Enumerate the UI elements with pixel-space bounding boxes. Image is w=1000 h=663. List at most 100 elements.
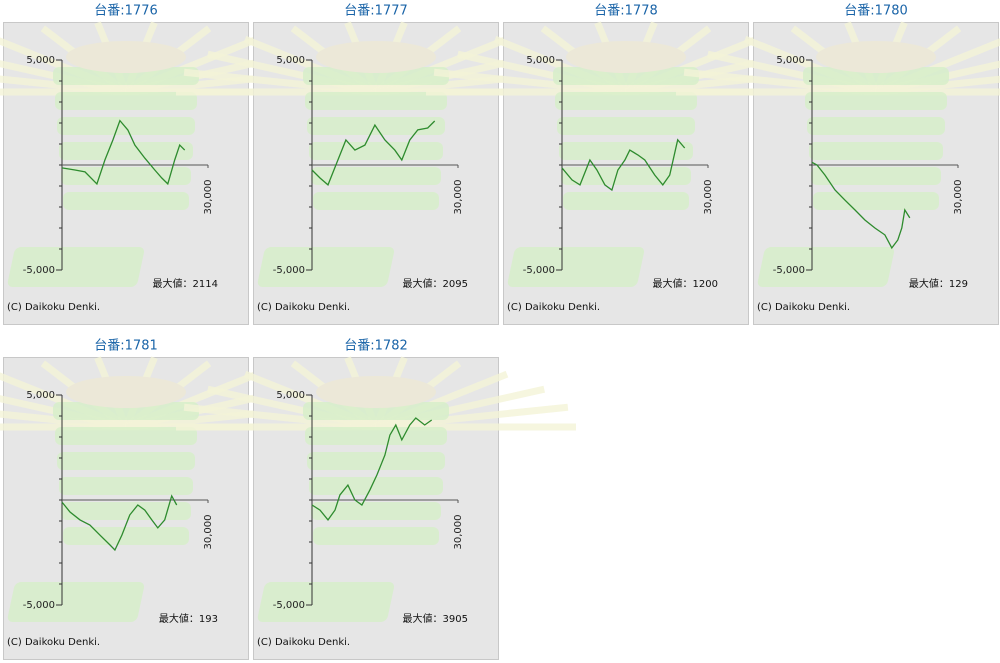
chart-panel: 台番:1780 5,000 -5,000 30,000 最大値：129 (C) Daiko…	[676, 4, 1000, 325]
decor-tier	[303, 402, 449, 420]
y-tick-label: -5,000	[273, 600, 305, 611]
decor-tray	[507, 247, 645, 287]
decor-tier	[805, 92, 947, 110]
x-tick-label: 30,000	[203, 515, 214, 550]
decor-ray	[706, 50, 877, 96]
chart-title: 台番:1782	[344, 339, 407, 354]
x-tick-label: 30,000	[203, 180, 214, 215]
credit: (C) Daikoku Denki.	[757, 302, 850, 313]
data-line	[311, 120, 436, 186]
y-tick-label: 5,000	[276, 390, 305, 401]
x-tick-label: 30,000	[453, 515, 464, 550]
y-tick-label: -5,000	[23, 265, 55, 276]
decor-crown	[66, 41, 186, 73]
decor-tier	[313, 527, 439, 545]
chart-panel: 台番:1782 5,000 -5,000 30,000 最大値：3905 (C) Daik…	[176, 339, 576, 660]
x-tick-label: 30,000	[703, 180, 714, 215]
decor-tier	[61, 502, 191, 520]
decor-crown	[66, 376, 186, 408]
y-tick-label: 5,000	[26, 390, 55, 401]
decor-crown	[816, 41, 936, 73]
decor-crown	[566, 41, 686, 73]
y-tick-label: 5,000	[526, 55, 555, 66]
decor-tier	[809, 142, 943, 160]
decor-tier	[555, 92, 697, 110]
y-tick-label: 5,000	[776, 55, 805, 66]
decor-ray	[206, 50, 377, 96]
decor-crown	[316, 376, 436, 408]
y-tick-label: -5,000	[273, 265, 305, 276]
decor-tray	[7, 247, 145, 287]
decor-ray	[456, 50, 627, 96]
decor-tier	[813, 192, 939, 210]
decor-tier	[563, 192, 689, 210]
max-label: 最大値：1200	[653, 277, 718, 290]
decor-ray	[683, 68, 877, 96]
decor-ray	[183, 403, 377, 431]
decor-tier	[57, 452, 195, 470]
decor-tier	[309, 477, 443, 495]
chart-title: 台番:1781	[94, 339, 157, 354]
credit: (C) Daikoku Denki.	[507, 302, 600, 313]
max-label: 最大値：193	[159, 612, 218, 625]
decor-crown	[316, 41, 436, 73]
y-tick-label: -5,000	[773, 265, 805, 276]
data-line	[61, 119, 186, 186]
decor-tier	[807, 117, 945, 135]
chart-title: 台番:1776	[94, 4, 157, 19]
decor-ray	[0, 60, 127, 96]
decor-tier	[307, 452, 445, 470]
decor-tier	[55, 92, 197, 110]
decor-tier	[311, 502, 441, 520]
plot-panel: 5,000 -5,000 30,000 最大値：129 (C) Daikoku Denk…	[676, 21, 1000, 325]
plot-panel: 5,000 -5,000 30,000 最大値：193 (C) Daikoku Denk…	[0, 356, 326, 660]
x-tick-label: 30,000	[453, 180, 464, 215]
decor-tier	[53, 67, 199, 85]
decor-ray	[0, 395, 127, 431]
decor-ray	[0, 410, 127, 431]
credit: (C) Daikoku Denki.	[7, 302, 100, 313]
credit: (C) Daikoku Denki.	[7, 637, 100, 648]
decor-tier	[311, 167, 441, 185]
y-tick-label: -5,000	[523, 265, 555, 276]
decor-tray	[257, 582, 395, 622]
decor-tray	[257, 247, 395, 287]
decor-tier	[811, 167, 941, 185]
credit: (C) Daikoku Denki.	[257, 637, 350, 648]
decor-tier	[305, 92, 447, 110]
decor-tier	[309, 142, 443, 160]
decor-tier	[313, 192, 439, 210]
decor-tier	[553, 67, 699, 85]
max-label: 最大値：2095	[403, 277, 468, 290]
data-line	[811, 161, 911, 250]
decor-tier	[303, 67, 449, 85]
chart-title: 台番:1780	[844, 4, 907, 19]
decor-tier	[63, 192, 189, 210]
decor-ray	[206, 385, 377, 431]
decor-tier	[57, 117, 195, 135]
decor-tier	[55, 427, 197, 445]
credit: (C) Daikoku Denki.	[257, 302, 350, 313]
decor-ray	[0, 75, 127, 96]
decor-tier	[305, 427, 447, 445]
y-tick-label: 5,000	[26, 55, 55, 66]
plot-panel: 5,000 -5,000 30,000 最大値：3905 (C) Daikoku Den…	[176, 356, 576, 660]
decor-ray	[433, 68, 627, 96]
decor-tier	[53, 402, 199, 420]
data-line	[561, 138, 686, 192]
plot-panel: 5,000 -5,000 30,000 最大値：2114 (C) Daikoku Den…	[0, 21, 326, 325]
chart-panel: 台番:1776 5,000 -5,000 30,000 最大値：2114 (C) Daik…	[0, 4, 326, 325]
chart-panel: 台番:1781 5,000 -5,000 30,000 最大値：193 (C) Daiko…	[0, 339, 326, 660]
max-label: 最大値：3905	[403, 612, 468, 625]
decor-tier	[59, 477, 193, 495]
chart-title: 台番:1777	[344, 4, 407, 19]
y-tick-label: -5,000	[23, 600, 55, 611]
decor-tier	[63, 527, 189, 545]
decor-tier	[559, 142, 693, 160]
data-line	[311, 417, 433, 521]
decor-tray	[7, 582, 145, 622]
decor-tier	[803, 67, 949, 85]
max-label: 最大値：2114	[153, 277, 218, 290]
data-line	[61, 494, 178, 552]
